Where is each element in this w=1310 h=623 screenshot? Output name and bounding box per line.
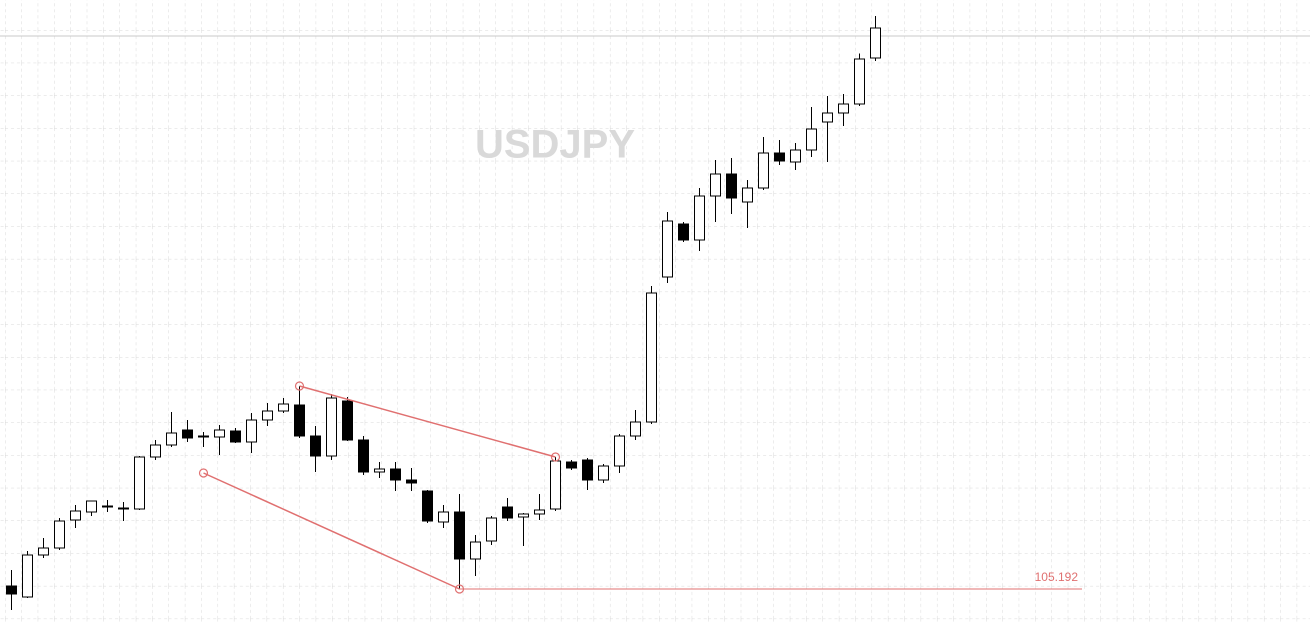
candle-body: [694, 195, 705, 241]
candle-body: [486, 517, 497, 542]
candle-body: [806, 128, 817, 151]
candle-body: [182, 429, 193, 439]
candle-body: [134, 456, 145, 510]
candle-body: [758, 152, 769, 189]
candle-body: [198, 435, 209, 438]
candle-body: [582, 459, 593, 481]
trendline: [203, 472, 460, 590]
candle-body: [662, 220, 673, 278]
watermark: USDJPY: [475, 123, 635, 167]
trendline-anchor: [550, 452, 561, 462]
candle-body: [166, 432, 177, 446]
candle-body: [310, 435, 321, 457]
candle-body: [54, 520, 65, 549]
candle-body: [470, 541, 481, 560]
candle-body: [790, 149, 801, 163]
candle-body: [102, 505, 113, 508]
candle-body: [854, 58, 865, 105]
candle-body: [150, 444, 161, 458]
candle-body: [838, 103, 849, 114]
candle-body: [774, 152, 785, 162]
candle-body: [262, 410, 273, 421]
level-label: 105.192: [1035, 570, 1079, 584]
candle-body: [358, 439, 369, 473]
candle-body: [566, 461, 577, 469]
candle-body: [406, 479, 417, 484]
candle-body: [870, 27, 881, 59]
candle-body: [278, 403, 289, 412]
candle-body: [614, 435, 625, 467]
candle-body: [326, 397, 337, 457]
candle-body: [534, 509, 545, 515]
candle-body: [502, 506, 513, 519]
candle-body: [598, 465, 609, 481]
candle-body: [454, 511, 465, 560]
candle-body: [246, 419, 257, 443]
candle-body: [710, 173, 721, 197]
candle-body: [822, 112, 833, 123]
candle-body: [118, 507, 129, 510]
candle-body: [38, 547, 49, 556]
candle-body: [86, 500, 97, 513]
candle-body: [374, 468, 385, 473]
trendline-anchor: [294, 381, 305, 391]
candle-body: [742, 187, 753, 203]
candle-body: [422, 490, 433, 522]
trendline: [299, 385, 556, 458]
trendline-anchor: [198, 468, 209, 478]
candle-body: [726, 173, 737, 199]
candle-body: [550, 460, 561, 510]
candle-body: [646, 292, 657, 423]
candle-body: [390, 468, 401, 481]
candle-body: [438, 511, 449, 523]
candle-body: [214, 429, 225, 438]
candle-body: [6, 585, 17, 595]
candle-body: [230, 430, 241, 443]
candle-body: [70, 510, 81, 521]
candle-body: [678, 223, 689, 241]
candle-body: [630, 421, 641, 437]
candle-body: [22, 554, 33, 598]
candle-body: [342, 400, 353, 441]
candle-body: [518, 513, 529, 518]
candle-body: [294, 404, 305, 437]
